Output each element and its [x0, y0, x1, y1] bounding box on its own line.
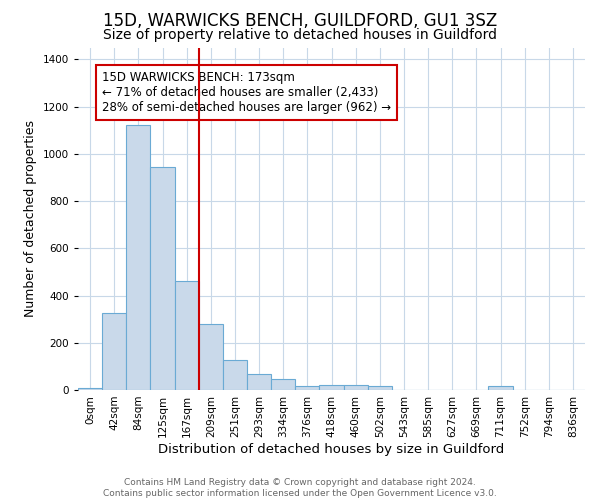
Bar	[247, 374, 271, 390]
Text: Contains HM Land Registry data © Crown copyright and database right 2024.
Contai: Contains HM Land Registry data © Crown c…	[103, 478, 497, 498]
Bar	[319, 385, 344, 390]
Bar	[223, 360, 247, 390]
Text: 15D WARWICKS BENCH: 173sqm
← 71% of detached houses are smaller (2,433)
28% of s: 15D WARWICKS BENCH: 173sqm ← 71% of deta…	[102, 71, 391, 114]
Bar	[488, 386, 512, 390]
Bar	[295, 386, 319, 390]
Bar	[175, 282, 199, 390]
Bar	[344, 385, 368, 390]
Bar	[78, 388, 102, 390]
X-axis label: Distribution of detached houses by size in Guildford: Distribution of detached houses by size …	[158, 442, 505, 456]
Bar	[126, 126, 151, 390]
Bar	[199, 324, 223, 390]
Text: Size of property relative to detached houses in Guildford: Size of property relative to detached ho…	[103, 28, 497, 42]
Bar	[271, 380, 295, 390]
Bar	[368, 386, 392, 390]
Text: 15D, WARWICKS BENCH, GUILDFORD, GU1 3SZ: 15D, WARWICKS BENCH, GUILDFORD, GU1 3SZ	[103, 12, 497, 30]
Y-axis label: Number of detached properties: Number of detached properties	[24, 120, 37, 318]
Bar	[102, 313, 126, 390]
Bar	[151, 167, 175, 390]
